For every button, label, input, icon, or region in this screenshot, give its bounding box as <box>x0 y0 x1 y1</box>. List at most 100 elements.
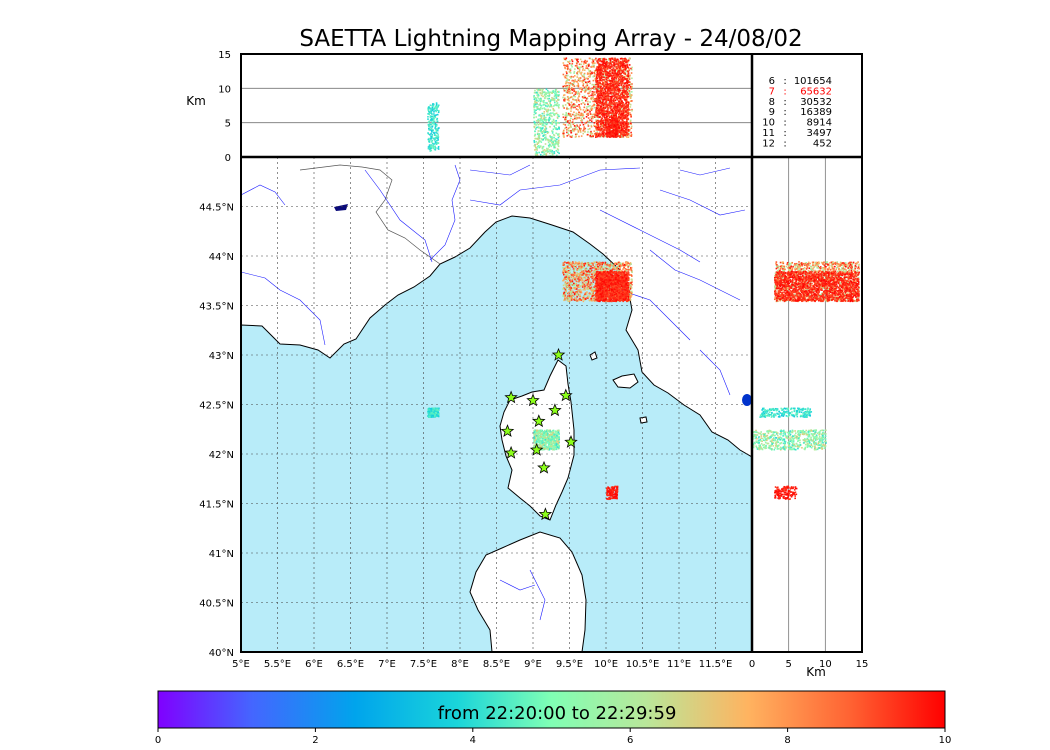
top-lightning-point <box>557 95 560 98</box>
top-lightning-point <box>617 74 620 76</box>
map-lightning-point <box>598 264 601 266</box>
top-lightning-point <box>614 79 616 81</box>
top-lightning-point <box>620 108 623 110</box>
top-lightning-point <box>427 121 430 123</box>
top-lightning-point <box>588 80 591 83</box>
top-lightning-point <box>540 115 542 117</box>
map-lightning-point <box>586 270 589 273</box>
top-lightning-point <box>628 75 631 78</box>
top-lightning-point <box>537 88 540 91</box>
top-lightning-point <box>544 134 547 136</box>
top-lightning-point <box>581 121 583 124</box>
map-lightning-point <box>572 284 575 287</box>
top-lightning-point <box>549 149 551 151</box>
top-lightning-point <box>593 103 595 106</box>
map-lightning-point <box>576 262 579 264</box>
map-lightning-point <box>614 262 617 264</box>
top-lightning-point <box>593 70 596 73</box>
top-lightning-point <box>549 91 552 94</box>
top-lightning-point <box>614 83 617 85</box>
top-lightning-point <box>612 78 615 81</box>
top-lightning-point <box>623 104 626 106</box>
top-lightning-point <box>542 88 544 91</box>
map-lightning-point <box>586 296 588 299</box>
top-lightning-point <box>631 100 633 102</box>
top-lightning-point <box>619 110 622 112</box>
top-lightning-point <box>599 133 601 135</box>
top-lightning-point <box>598 82 600 85</box>
top-lightning-point <box>623 91 626 94</box>
top-lightning-point <box>540 138 543 140</box>
top-lightning-point <box>611 118 614 121</box>
top-lightning-point <box>625 100 628 103</box>
map-lightning-point <box>630 290 633 293</box>
top-lightning-point <box>607 99 610 101</box>
top-lightning-point <box>427 123 430 126</box>
top-lightning-point <box>610 81 612 83</box>
top-lightning-point <box>602 133 604 135</box>
top-lightning-point <box>432 120 435 122</box>
map-lightning-point <box>593 276 596 279</box>
map-lightning-point <box>604 269 606 271</box>
top-lightning-point <box>601 95 604 97</box>
top-lightning-point <box>623 114 626 117</box>
top-lightning-point <box>627 86 629 89</box>
top-lightning-point <box>621 92 624 94</box>
top-lightning-point <box>572 106 575 109</box>
stats-count: 8914 <box>807 118 832 129</box>
country-border <box>361 166 441 265</box>
map-lightning-point <box>630 263 632 265</box>
top-lightning-point <box>625 60 627 63</box>
top-lightning-point <box>588 95 590 97</box>
top-lightning-point <box>568 114 571 117</box>
top-lightning-point <box>574 95 577 98</box>
top-lightning-point <box>610 124 613 126</box>
map-lightning-point <box>573 294 575 297</box>
top-lightning-point <box>609 65 612 68</box>
map-lightning-point <box>565 290 567 292</box>
top-lightning-point <box>533 103 535 105</box>
top-lightning-point <box>540 117 542 119</box>
top-lightning-point <box>573 130 575 132</box>
top-lightning-point <box>629 109 631 111</box>
top-lightning-point <box>574 104 576 106</box>
map-lightning-point <box>595 266 597 268</box>
top-lightning-point <box>543 119 546 122</box>
top-lightning-point <box>612 113 615 116</box>
top-lightning-point <box>611 93 614 96</box>
top-lightning-point <box>598 63 601 66</box>
map-lightning-point <box>584 276 586 279</box>
top-lightning-point <box>595 133 598 136</box>
top-lightning-point <box>434 145 436 148</box>
map-lightning-point <box>588 299 591 302</box>
top-lightning-point <box>580 66 582 68</box>
top-lightning-point <box>573 94 575 97</box>
top-lightning-point <box>577 99 580 101</box>
map-lightning-point <box>564 270 566 272</box>
top-lightning-point <box>625 128 627 131</box>
top-lightning-point <box>570 115 572 117</box>
top-lightning-point <box>564 114 567 116</box>
top-lightning-point <box>568 62 571 65</box>
top-lightning-point <box>551 115 553 118</box>
map-lightning-point <box>593 266 596 269</box>
top-lightning-point <box>596 135 599 138</box>
top-lightning-point <box>565 79 568 82</box>
top-lightning-point <box>557 141 560 144</box>
map-lightning-point <box>577 262 580 264</box>
top-lightning-point <box>544 153 546 155</box>
top-lightning-point <box>617 93 620 95</box>
map-lightning-point <box>587 282 589 284</box>
top-lightning-point <box>430 115 433 118</box>
top-lightning-point <box>573 114 576 116</box>
top-lightning-point <box>596 96 599 99</box>
top-lightning-point <box>624 57 627 60</box>
top-lightning-point <box>542 104 545 106</box>
top-lightning-point <box>603 85 605 88</box>
top-lightning-point <box>624 110 627 113</box>
top-lightning-point <box>558 122 560 124</box>
top-lightning-point <box>569 96 572 99</box>
top-lightning-point <box>617 110 620 113</box>
top-lightning-point <box>615 108 618 110</box>
top-lightning-point <box>433 113 435 115</box>
